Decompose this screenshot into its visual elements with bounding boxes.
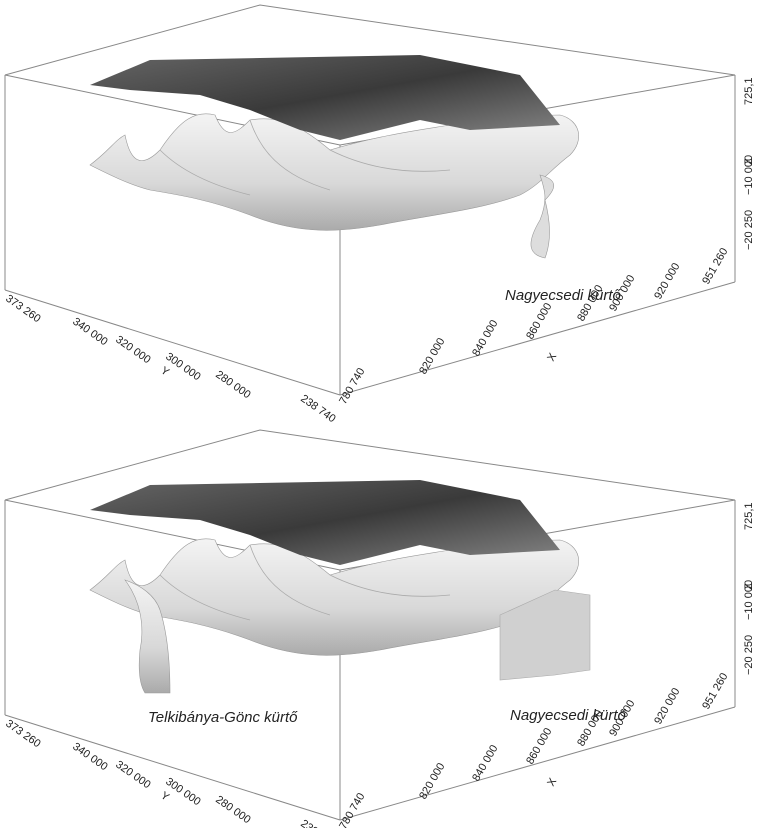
axis-label: 725,1 [743,502,755,530]
block-diagram [5,430,735,820]
axis-label: −20 250 [743,210,755,250]
axis-label: Z [743,158,755,165]
annotation: Telkibánya-Gönc kürtő [148,709,298,726]
axis-label: 820 000 [417,336,447,376]
axis-label: 840 000 [470,743,500,783]
axis-label: 951 260 [700,246,730,286]
pipe [531,175,554,258]
axis-label: X [545,351,559,364]
axis-label: −20 250 [743,635,755,675]
axis-label: X [545,776,559,789]
axis-label: Y [158,790,171,804]
axis-label: 373 260 [3,718,42,751]
axis-label: 920 000 [652,686,682,726]
axis-label: 780 740 [337,791,367,828]
annotation: Nagyecsedi kürtő [510,707,627,724]
axis-label: 280 000 [213,794,252,827]
axis-label: 725,1 [743,77,755,105]
axis-label: 280 000 [213,369,252,402]
axis-label: 920 000 [652,261,682,301]
axis-label: 373 260 [3,293,42,326]
axis-label: 320 000 [113,759,152,792]
axis-label: 320 000 [113,334,152,367]
annotation: Nagyecsedi kürtő [505,287,622,304]
block-diagram [5,5,735,395]
axis-label: 840 000 [470,318,500,358]
axis-label: 238 740 [298,818,337,828]
axis-label: 780 740 [337,366,367,406]
axis-label: 951 260 [700,671,730,711]
axis-label: Z [743,583,755,590]
axis-label: 238 740 [298,393,337,426]
figure: 373 260340 000320 000300 000280 000238 7… [0,0,765,828]
axis-label: Y [158,365,171,379]
axis-label: 820 000 [417,761,447,801]
